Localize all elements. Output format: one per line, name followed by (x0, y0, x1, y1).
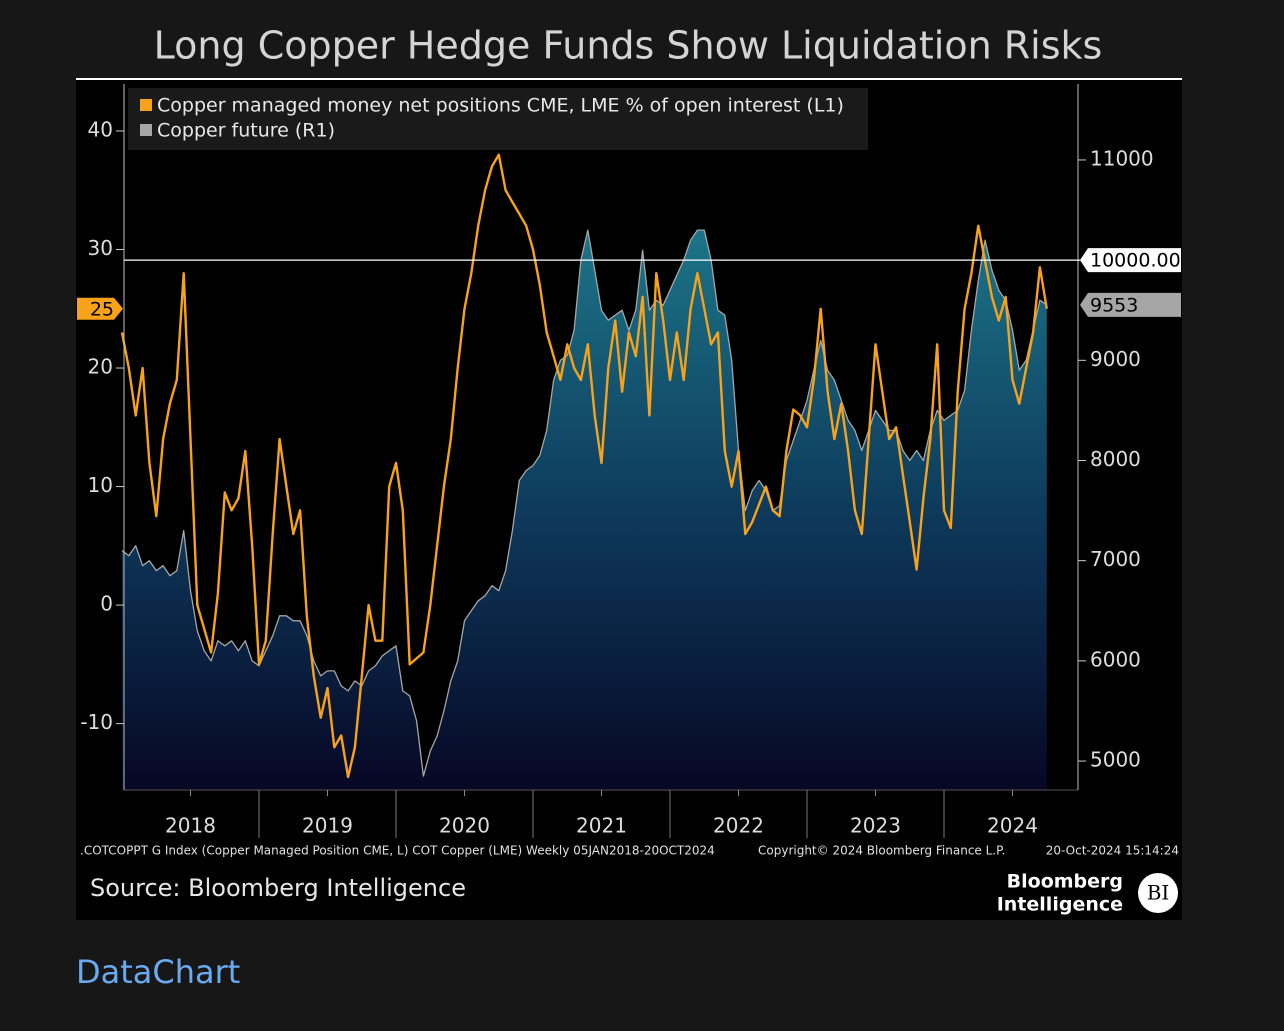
source: Source: Bloomberg Intelligence (90, 874, 466, 902)
legend-box (128, 88, 868, 150)
y-tick-label: 10 (88, 473, 113, 497)
copyright: Copyright© 2024 Bloomberg Finance L.P. (758, 844, 1005, 858)
y-tick-label: 40 (88, 117, 113, 141)
last-value-tag (1080, 292, 1181, 317)
index-note: .COTCOPPT G Index (Copper Managed Positi… (80, 844, 715, 858)
legend-label: Copper future (R1) (157, 120, 335, 142)
line (120, 153, 1048, 779)
timestamp: 20-Oct-2024 15:14:24 (1046, 844, 1179, 858)
x-tick-label: 2024 (987, 814, 1038, 838)
reference-tag (1080, 248, 1181, 273)
legend: Copper managed money net positions CME, … (128, 88, 868, 150)
legend-swatch (140, 124, 152, 136)
x-tick-label: 2019 (302, 814, 353, 838)
y2-tick-label: 6000 (1090, 647, 1141, 671)
line (121, 229, 1048, 777)
last-value-label: 25 (90, 298, 114, 320)
legend-label: Copper managed money net positions CME, … (157, 95, 844, 117)
x-tick-label: 2022 (713, 814, 764, 838)
y2-tick-label: 8000 (1090, 447, 1141, 471)
y-tick-label: -10 (80, 710, 113, 734)
last-value-label: 9553 (1090, 294, 1138, 316)
x-tick-label: 2018 (165, 814, 216, 838)
logo-text: Bloomberg (1007, 871, 1123, 893)
y-tick-label: 20 (88, 355, 113, 379)
logo-badge (1138, 873, 1178, 913)
plot-area (120, 153, 1048, 791)
legend-swatch (140, 99, 152, 111)
y2-tick-label: 11000 (1090, 146, 1154, 170)
chart-title: Long Copper Hedge Funds Show Liquidation… (154, 24, 1103, 68)
logo-badge-text: BI (1147, 881, 1170, 905)
reference-label: 10000.00 (1090, 250, 1181, 272)
x-tick-label: 2020 (439, 814, 490, 838)
y-tick-label: 30 (88, 236, 113, 260)
datachart-link[interactable]: DataChart (76, 953, 240, 991)
y2-tick-label: 5000 (1090, 748, 1141, 772)
y-tick-label: 0 (100, 592, 113, 616)
y2-tick-label: 7000 (1090, 547, 1141, 571)
x-tick-label: 2023 (850, 814, 901, 838)
last-value-tag (77, 297, 123, 320)
x-tick-label: 2021 (576, 814, 627, 838)
y2-tick-label: 9000 (1090, 347, 1141, 371)
logo-text: Intelligence (997, 894, 1123, 916)
